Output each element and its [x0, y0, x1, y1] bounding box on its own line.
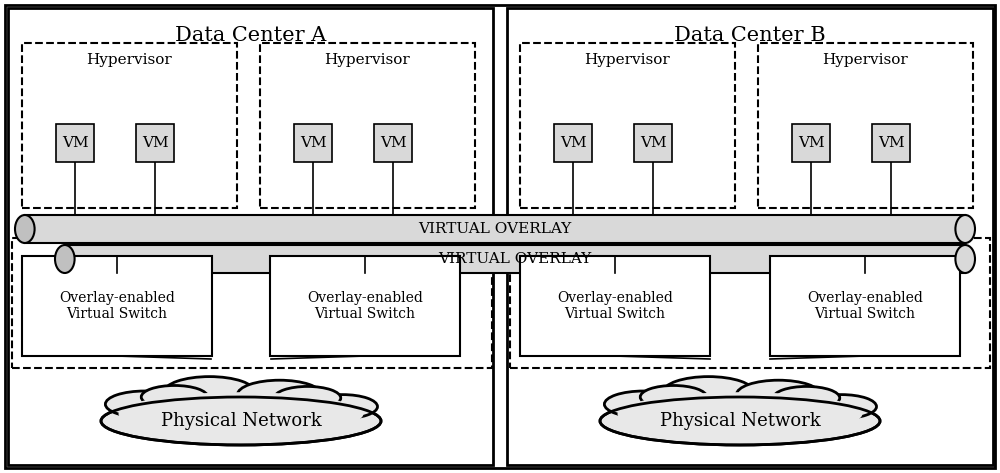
Text: VM: VM [560, 136, 586, 150]
Bar [634, 124, 672, 162]
Ellipse shape [274, 386, 341, 410]
Text: VM: VM [798, 136, 824, 150]
Bar [56, 124, 94, 162]
Text: VM: VM [62, 136, 88, 150]
Text: VM: VM [142, 136, 168, 150]
Bar [507, 8, 993, 465]
Text: Overlay-enabled
Virtual Switch: Overlay-enabled Virtual Switch [307, 291, 423, 321]
Bar [520, 256, 710, 356]
Text: VM: VM [300, 136, 326, 150]
Text: Overlay-enabled
Virtual Switch: Overlay-enabled Virtual Switch [59, 291, 175, 321]
Ellipse shape [119, 392, 364, 436]
Ellipse shape [308, 394, 378, 419]
Bar [22, 256, 212, 356]
Ellipse shape [618, 392, 862, 436]
Ellipse shape [604, 391, 683, 417]
Bar [510, 238, 990, 368]
Bar [758, 43, 973, 208]
Text: Hypervisor: Hypervisor [585, 53, 670, 67]
Text: VM: VM [380, 136, 406, 150]
Bar [294, 124, 332, 162]
Ellipse shape [773, 386, 840, 410]
Text: Data Center A: Data Center A [175, 26, 326, 45]
Ellipse shape [101, 397, 381, 445]
Ellipse shape [15, 215, 35, 243]
Bar [12, 238, 492, 368]
Bar [270, 256, 460, 356]
Ellipse shape [955, 245, 975, 273]
Bar [872, 124, 910, 162]
Text: Overlay-enabled
Virtual Switch: Overlay-enabled Virtual Switch [807, 291, 923, 321]
Text: Physical Network: Physical Network [161, 412, 321, 430]
Ellipse shape [640, 385, 707, 409]
Text: VIRTUAL OVERLAY: VIRTUAL OVERLAY [438, 252, 592, 266]
Bar [792, 124, 830, 162]
Bar [8, 8, 493, 465]
Bar [554, 124, 592, 162]
Bar [65, 245, 965, 273]
Ellipse shape [55, 245, 75, 273]
Text: Hypervisor: Hypervisor [823, 53, 908, 67]
Text: VIRTUAL OVERLAY: VIRTUAL OVERLAY [418, 222, 572, 236]
Text: Data Center B: Data Center B [674, 26, 826, 45]
Ellipse shape [164, 377, 255, 408]
Ellipse shape [238, 380, 322, 409]
Bar [25, 215, 965, 243]
Ellipse shape [663, 377, 754, 408]
Ellipse shape [141, 385, 208, 409]
Text: VM: VM [878, 136, 904, 150]
Bar [22, 43, 237, 208]
Ellipse shape [806, 394, 876, 419]
Bar [770, 256, 960, 356]
Text: Hypervisor: Hypervisor [325, 53, 410, 67]
Ellipse shape [955, 215, 975, 243]
Bar [374, 124, 412, 162]
Ellipse shape [105, 391, 184, 417]
Bar [520, 43, 735, 208]
Text: Physical Network: Physical Network [660, 412, 820, 430]
Text: Overlay-enabled
Virtual Switch: Overlay-enabled Virtual Switch [557, 291, 673, 321]
Bar [260, 43, 475, 208]
Ellipse shape [736, 380, 820, 409]
Text: VM: VM [640, 136, 666, 150]
Text: Hypervisor: Hypervisor [87, 53, 172, 67]
Ellipse shape [600, 397, 880, 445]
Bar [136, 124, 174, 162]
